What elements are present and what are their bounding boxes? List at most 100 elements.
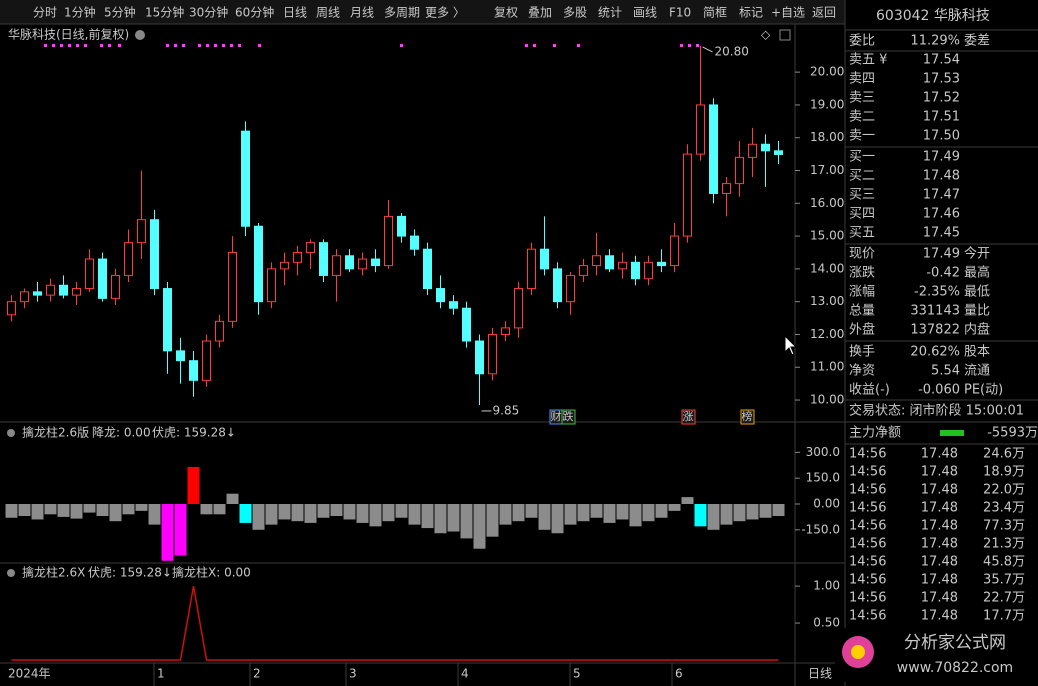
tab[interactable]: 月线	[350, 6, 374, 20]
candle-body	[748, 143, 757, 158]
button[interactable]: 标记	[739, 6, 763, 20]
marker-box	[740, 409, 755, 425]
icon[interactable]	[779, 29, 791, 41]
bar	[304, 503, 317, 523]
signal-dot	[577, 44, 580, 47]
bar	[655, 503, 668, 518]
value: 17.51	[923, 110, 960, 125]
label: 流通	[964, 364, 990, 379]
bar	[616, 503, 629, 520]
y-tick-label: 13.00	[810, 294, 844, 308]
bar	[694, 503, 707, 527]
signal-dot	[84, 44, 87, 47]
bar	[187, 467, 200, 504]
collapse-icon[interactable]	[7, 429, 15, 437]
button[interactable]: 复权	[494, 6, 518, 20]
candle-body	[85, 258, 94, 290]
bar	[278, 503, 291, 520]
bar	[564, 503, 577, 525]
bar	[148, 503, 161, 525]
cursor	[784, 334, 798, 356]
value: 17.48	[923, 169, 960, 184]
bar	[356, 503, 369, 523]
y-tick-label: 0.00	[813, 496, 840, 510]
signal-dot	[533, 44, 536, 47]
marker[interactable]: 财	[551, 409, 562, 423]
bar	[590, 503, 603, 518]
trade-volume: 77.3万	[983, 519, 1025, 534]
y-tick-label: -150.0	[801, 522, 840, 536]
y-tick-label: 20.00	[810, 65, 844, 79]
indicator-legend: 擒龙柱X: 0.00	[172, 565, 251, 580]
button[interactable]: 返回	[812, 6, 836, 20]
label: 外盘	[849, 322, 875, 338]
button[interactable]: 简框	[703, 6, 727, 20]
candle-body	[72, 288, 81, 296]
bar	[434, 503, 447, 534]
x-tick-label: 4	[461, 667, 469, 681]
y-tick-label: 150.0	[806, 471, 840, 485]
candle-body	[7, 301, 16, 316]
candle-body	[683, 153, 692, 237]
trade-price: 17.48	[921, 483, 958, 498]
candle-body	[501, 327, 510, 335]
marker[interactable]: 跌	[563, 409, 574, 423]
candle-body	[46, 284, 55, 296]
tab[interactable]: 30分钟	[189, 5, 228, 20]
candle-body	[98, 258, 107, 299]
signal-dot	[44, 44, 47, 47]
signal-dot	[206, 44, 209, 47]
button[interactable]: F10	[669, 6, 691, 20]
tab[interactable]: 5分钟	[104, 5, 136, 20]
marker[interactable]: 榜	[742, 409, 753, 423]
candle-body	[475, 340, 484, 375]
trade-volume: 18.9万	[983, 465, 1025, 480]
bar	[421, 503, 434, 529]
button[interactable]: +自选	[771, 6, 805, 20]
candle-body	[111, 274, 120, 299]
value: 17.52	[923, 91, 960, 106]
bar	[265, 503, 278, 525]
value: 17.47	[923, 188, 960, 203]
tab[interactable]: 分时	[33, 6, 57, 20]
candle-body	[553, 268, 562, 303]
bar	[525, 503, 538, 518]
icon[interactable]: ◇	[761, 28, 771, 42]
button[interactable]: 多股	[563, 6, 587, 20]
candle-body	[423, 248, 432, 290]
candle-body	[267, 268, 276, 303]
label: 买二	[849, 169, 875, 184]
signal-dot	[174, 44, 177, 47]
candle-body	[488, 333, 497, 375]
tab[interactable]: 日线	[283, 6, 307, 20]
y-tick-label: 300.0	[806, 445, 840, 459]
button[interactable]: 画线	[633, 6, 657, 20]
y-tick-label: 17.00	[810, 163, 844, 177]
trade-volume: 45.8万	[983, 555, 1025, 570]
bar	[707, 503, 720, 530]
menu-icon[interactable]	[135, 30, 145, 40]
button[interactable]: 统计	[598, 6, 622, 20]
bar	[330, 503, 343, 517]
tab[interactable]: 周线	[316, 6, 340, 20]
tab[interactable]: 多周期	[384, 6, 420, 20]
label: 卖四	[849, 72, 875, 87]
collapse-icon[interactable]	[7, 569, 15, 577]
bar	[473, 503, 486, 549]
trade-volume: 35.7万	[983, 573, 1025, 588]
bar	[577, 503, 590, 522]
x-tick-label: 5	[573, 667, 581, 681]
tab[interactable]: 更多 〉	[425, 6, 465, 20]
button[interactable]: 叠加	[528, 6, 552, 20]
value: 17.54	[923, 53, 960, 68]
marker[interactable]: 涨	[683, 410, 694, 423]
value: 137822	[910, 323, 960, 338]
tab[interactable]: 15分钟	[145, 5, 184, 20]
candle-body	[345, 255, 354, 270]
signal-dot	[400, 44, 403, 47]
signal-dot	[553, 44, 556, 47]
x-tick-label: 2024年	[8, 667, 51, 681]
bar	[200, 503, 213, 515]
tab[interactable]: 1分钟	[64, 5, 96, 20]
tab[interactable]: 60分钟	[235, 5, 274, 20]
